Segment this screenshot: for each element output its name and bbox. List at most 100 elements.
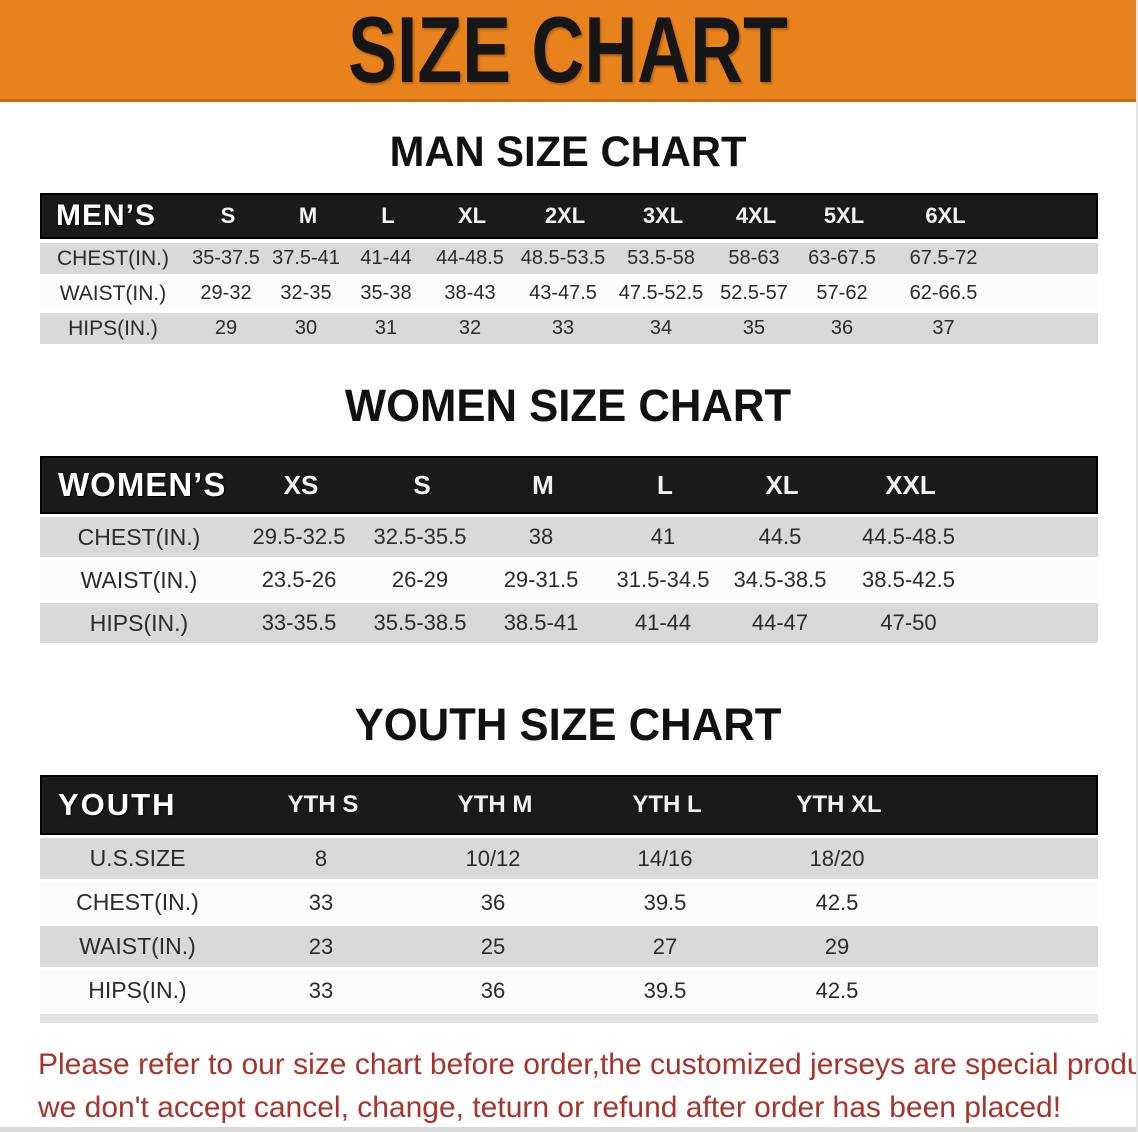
table-cell: 36 (830, 317, 854, 339)
youth-table-header-label: YOUTH (58, 787, 177, 822)
table-cell: 31.5-34.5 (616, 567, 710, 592)
table-cell: 38.5-41 (503, 610, 579, 635)
table-cell: 44-48.5 (436, 247, 504, 269)
table-cell: 41-44 (634, 610, 692, 635)
row-label: WAIST(IN.) (79, 933, 196, 959)
table-cell: 38-43 (444, 282, 496, 304)
table-cell: 34.5-38.5 (733, 567, 827, 592)
table-cell: 42.5 (815, 977, 859, 1003)
table-cell: 58-63 (728, 247, 780, 269)
men-table-header-label: MEN’S (56, 199, 157, 232)
table-cell: 39.5 (643, 889, 687, 915)
table-cell: 10/12 (465, 845, 521, 871)
disclaimer-line-1: Please refer to our size chart before or… (38, 1048, 1138, 1081)
size-column-header: 6XL (925, 203, 966, 228)
table-cell: 44-47 (751, 610, 809, 635)
table-cell: 33 (308, 977, 334, 1003)
size-column-header: YTH L (632, 791, 702, 818)
table-cell: 33 (551, 317, 575, 339)
row-label: HIPS(IN.) (88, 977, 187, 1003)
table-cell: 35-37.5 (192, 247, 260, 269)
table-cell: 63-67.5 (808, 247, 876, 269)
women-chest-row: CHEST(IN.) 29.5-32.5 32.5-35.5 38 41 44.… (40, 517, 1098, 557)
table-cell: 31 (374, 317, 398, 339)
table-cell: 33-35.5 (261, 610, 337, 635)
size-column-header: L (657, 469, 673, 500)
table-cell: 29-32 (200, 282, 252, 304)
table-cell: 38 (528, 524, 554, 549)
table-cell: 36 (480, 977, 506, 1003)
table-cell: 53.5-58 (627, 247, 695, 269)
table-cell: 37.5-41 (272, 247, 340, 269)
table-cell: 36 (480, 889, 506, 915)
table-cell: 33 (308, 889, 334, 915)
row-label: WAIST(IN.) (80, 566, 198, 593)
youth-table-bottom-edge (40, 1014, 1098, 1023)
youth-hips-row: HIPS(IN.) 33 36 39.5 42.5 (40, 970, 1098, 1011)
table-cell: 47.5-52.5 (618, 282, 704, 304)
table-cell: 39.5 (643, 977, 687, 1003)
banner: SIZE CHART (0, 0, 1136, 102)
table-cell: 47-50 (880, 610, 937, 635)
disclaimer-text: Please refer to our size chart before or… (38, 1043, 1138, 1129)
table-cell: 67.5-72 (909, 247, 978, 269)
size-column-header: YTH S (287, 791, 359, 818)
youth-size-table: YOUTH YTH S YTH M YTH L YTH XL U.S.SIZE … (40, 775, 1098, 1011)
row-label: WAIST(IN.) (59, 281, 167, 305)
size-column-header: XL (765, 469, 799, 500)
row-label: HIPS(IN.) (68, 316, 158, 340)
disclaimer-line-2: we don't accept cancel, change, teturn o… (38, 1091, 1062, 1124)
table-cell: 23 (308, 933, 334, 959)
table-cell: 42.5 (815, 889, 859, 915)
men-hips-row: HIPS(IN.) 29 30 31 32 33 34 35 36 37 (40, 313, 1098, 344)
size-column-header: 5XL (823, 203, 865, 228)
table-cell: 48.5-53.5 (520, 247, 606, 269)
size-column-header: 3XL (642, 203, 684, 228)
men-size-table: MEN’S S M L XL 2XL 3XL 4XL 5XL 6XL CHEST… (40, 193, 1098, 344)
men-chest-row: CHEST(IN.) 35-37.5 37.5-41 41-44 44-48.5… (40, 243, 1098, 274)
row-label: CHEST(IN.) (57, 246, 169, 270)
size-column-header: L (381, 203, 395, 228)
table-cell: 29.5-32.5 (252, 524, 346, 549)
table-cell: 35.5-38.5 (373, 610, 467, 635)
size-column-header: S (413, 469, 431, 500)
table-cell: 43-47.5 (529, 282, 597, 304)
table-cell: 34 (649, 317, 673, 339)
size-column-header: XXL (885, 469, 936, 500)
youth-table-header-row: YOUTH YTH S YTH M YTH L YTH XL (40, 775, 1098, 835)
table-cell: 44.5-48.5 (862, 524, 955, 549)
table-cell: 57-62 (816, 282, 868, 304)
table-cell: 35-38 (360, 282, 412, 304)
page-bottom-edge (0, 1127, 1136, 1132)
man-section-heading: MAN SIZE CHART (389, 128, 747, 176)
row-label: U.S.SIZE (89, 845, 186, 871)
table-cell: 18/20 (809, 845, 865, 871)
table-cell: 52.5-57 (720, 282, 788, 304)
table-cell: 29 (214, 317, 238, 339)
table-cell: 37 (932, 317, 955, 339)
youth-ussize-row: U.S.SIZE 8 10/12 14/16 18/20 (40, 838, 1098, 879)
row-label: HIPS(IN.) (89, 609, 189, 636)
row-label: CHEST(IN.) (76, 889, 199, 915)
table-cell: 8 (314, 845, 328, 871)
women-section-heading: WOMEN SIZE CHART (344, 380, 792, 431)
table-cell: 30 (294, 317, 318, 339)
size-column-header: 4XL (735, 203, 777, 228)
table-cell: 29-31.5 (503, 567, 579, 592)
table-cell: 38.5-42.5 (862, 567, 955, 592)
women-table-header-row: WOMEN’S XS S M L XL XXL (40, 456, 1098, 514)
table-cell: 62-66.5 (909, 282, 978, 304)
table-cell: 23.5-26 (261, 567, 337, 592)
size-column-header: XL (457, 203, 487, 228)
size-column-header: S (220, 203, 236, 228)
table-cell: 14/16 (637, 845, 693, 871)
table-cell: 26-29 (391, 567, 449, 592)
size-column-header: YTH M (457, 791, 533, 818)
table-cell: 29 (824, 933, 850, 959)
table-cell: 27 (652, 933, 678, 959)
men-table-header-row: MEN’S S M L XL 2XL 3XL 4XL 5XL 6XL (40, 193, 1098, 239)
women-hips-row: HIPS(IN.) 33-35.5 35.5-38.5 38.5-41 41-4… (40, 603, 1098, 643)
table-cell: 44.5 (758, 524, 802, 549)
table-cell: 25 (480, 933, 506, 959)
